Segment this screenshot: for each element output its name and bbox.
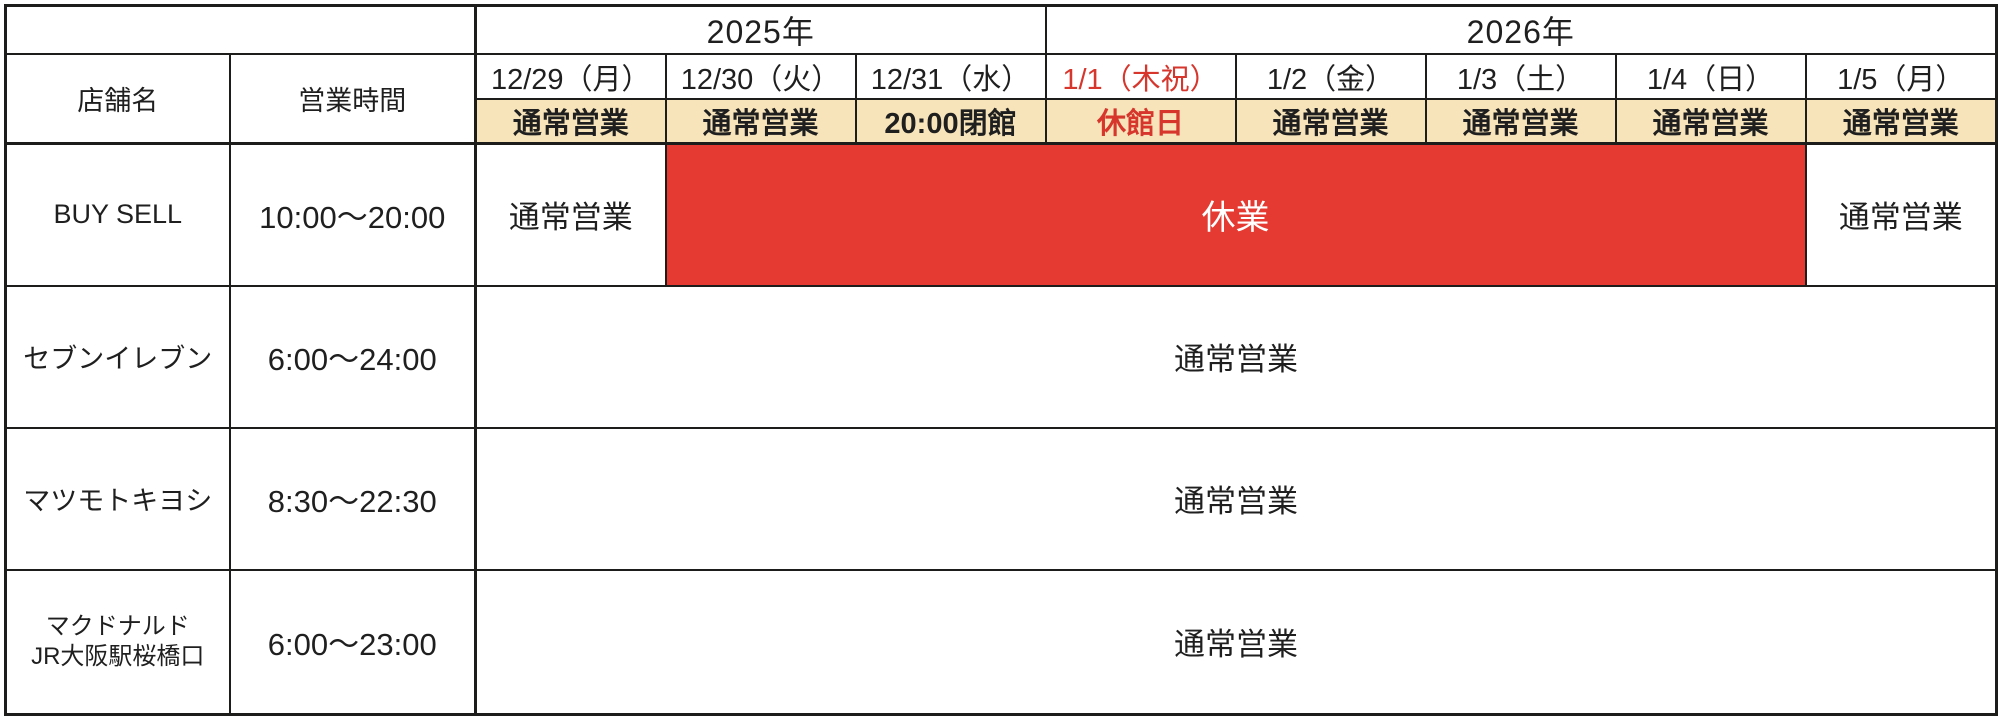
schedule-cell-normal: 通常営業 — [473, 284, 1998, 429]
facility-status-1-5: 通常営業 — [1804, 98, 1998, 145]
store-hours: 8:30〜22:30 — [228, 426, 477, 571]
store-name-line1: マクドナルド — [45, 612, 190, 640]
facility-status-12-31: 20:00閉館 — [854, 98, 1047, 145]
store-name: マクドナルド JR大阪駅桜橋口 — [4, 568, 231, 716]
store-row-seven-eleven: セブンイレブン 6:00〜24:00 通常営業 — [4, 284, 1998, 429]
year-header-row: 2025年 2026年 — [4, 4, 1998, 55]
schedule-cell-normal: 通常営業 — [473, 568, 1998, 716]
date-header-1-1-holiday: 1/1（木祝） — [1044, 53, 1237, 100]
facility-status-12-30: 通常営業 — [664, 98, 857, 145]
facility-status-1-4: 通常営業 — [1614, 98, 1807, 145]
schedule-cell-normal: 通常営業 — [1804, 142, 1998, 287]
store-row-buysell: BUY SELL 10:00〜20:00 通常営業 休業 通常営業 — [4, 142, 1998, 287]
date-header-1-2: 1/2（金） — [1234, 53, 1427, 100]
store-hours: 6:00〜23:00 — [228, 568, 477, 716]
facility-status-row: 通常営業 通常営業 20:00閉館 休館日 通常営業 通常営業 通常営業 通常営… — [6, 98, 1998, 145]
facility-status-1-2: 通常営業 — [1234, 98, 1427, 145]
date-header-12-29: 12/29（月） — [474, 53, 667, 100]
facility-status-1-3: 通常営業 — [1424, 98, 1617, 145]
schedule-cell-normal: 通常営業 — [473, 426, 1998, 571]
store-name-line2: JR大阪駅桜橋口 — [31, 642, 205, 670]
store-hours: 10:00〜20:00 — [228, 142, 477, 287]
store-name: BUY SELL — [4, 142, 231, 287]
store-name-column-header: 店舗名 — [4, 53, 231, 145]
facility-status-1-1-closed-day: 休館日 — [1044, 98, 1237, 145]
corner-blank-cell — [4, 4, 477, 55]
store-name: セブンイレブン — [4, 284, 231, 429]
store-row-mcdonalds: マクドナルド JR大阪駅桜橋口 6:00〜23:00 通常営業 — [4, 568, 1998, 716]
date-header-1-4: 1/4（日） — [1614, 53, 1807, 100]
year-2026-header: 2026年 — [1044, 4, 1998, 55]
store-row-matsumotokiyoshi: マツモトキヨシ 8:30〜22:30 通常営業 — [4, 426, 1998, 571]
store-name: マツモトキヨシ — [4, 426, 231, 571]
facility-status-12-29: 通常営業 — [474, 98, 667, 145]
date-header-1-5: 1/5（月） — [1804, 53, 1998, 100]
holiday-hours-table: 2025年 2026年 店舗名 営業時間 12/29（月） 12/30（火） 1… — [4, 4, 1999, 716]
hours-column-header: 営業時間 — [228, 53, 477, 145]
date-header-row: 店舗名 営業時間 12/29（月） 12/30（火） 12/31（水） 1/1（… — [4, 53, 1998, 145]
date-header-12-31: 12/31（水） — [854, 53, 1047, 100]
holiday-hours-page: 2025年 2026年 店舗名 営業時間 12/29（月） 12/30（火） 1… — [0, 4, 2000, 720]
date-header-12-30: 12/30（火） — [664, 53, 857, 100]
year-2025-header: 2025年 — [473, 4, 1047, 55]
schedule-cell-normal: 通常営業 — [474, 142, 667, 287]
schedule-cell-closed-banner: 休業 — [664, 142, 1807, 287]
date-header-1-3: 1/3（土） — [1424, 53, 1617, 100]
store-hours: 6:00〜24:00 — [228, 284, 477, 429]
